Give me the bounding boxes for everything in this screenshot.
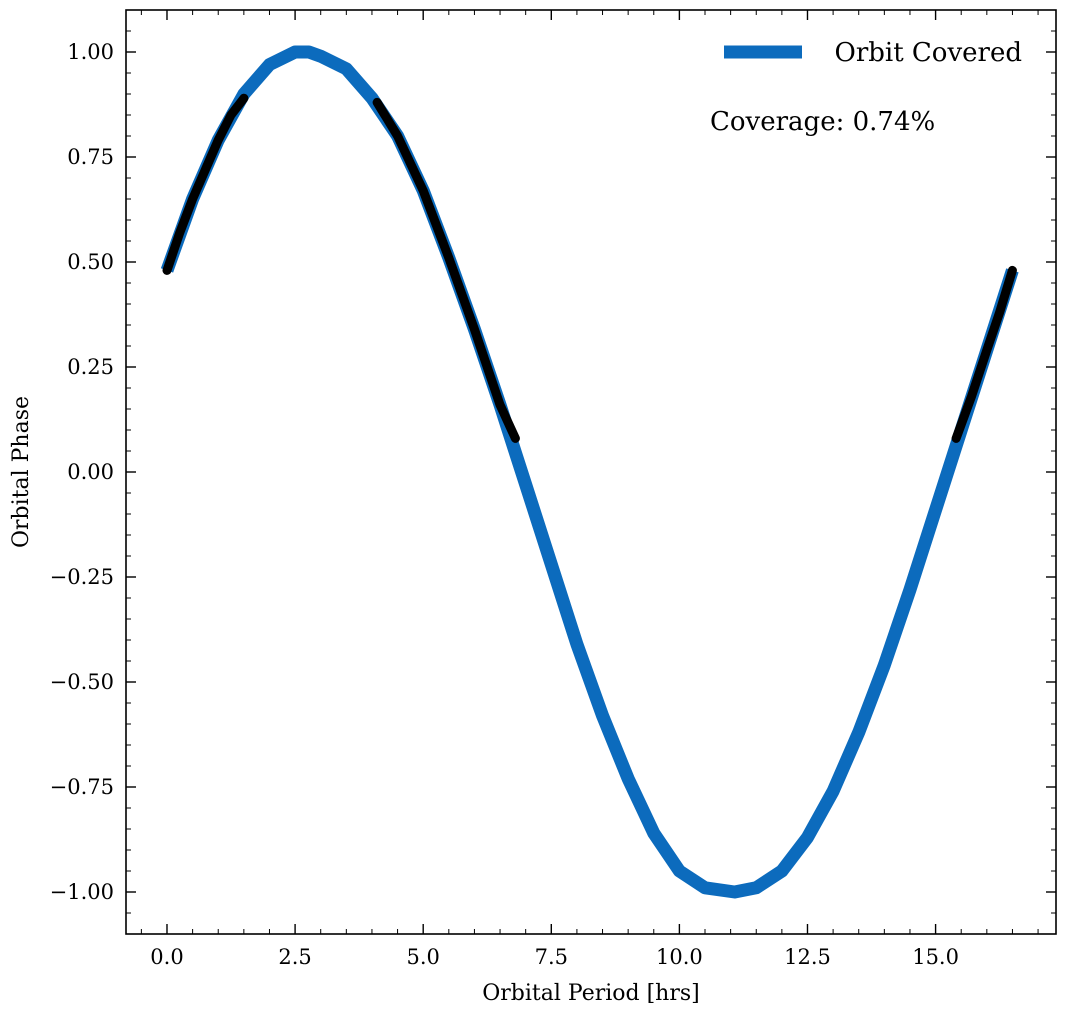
x-tick-label: 2.5	[278, 945, 311, 969]
series-line-orbit-covered	[160, 45, 1019, 899]
x-tick-label: 10.0	[656, 945, 703, 969]
plot-frame	[125, 9, 1057, 935]
y-tick-label: 0.00	[67, 460, 114, 484]
x-tick-label: 5.0	[406, 945, 439, 969]
y-tick-label: −0.50	[50, 670, 114, 694]
coverage-annotation: Coverage: 0.74%	[710, 107, 935, 137]
x-tick-label: 0.0	[150, 945, 183, 969]
y-tick-label: 1.00	[67, 40, 114, 64]
x-tick-label: 7.5	[535, 945, 568, 969]
y-tick-label: −1.00	[50, 880, 114, 904]
y-tick-label: 0.50	[67, 250, 114, 274]
covered-segment-2	[372, 97, 520, 443]
x-tick-label: 12.5	[784, 945, 831, 969]
y-tick-label: 0.75	[67, 145, 114, 169]
ticks-layer: 0.0 2.5 5.0 7.5 10.0 12.5 15.0 1.00 0.75 0.50 0.25…	[50, 9, 1056, 969]
y-axis-title: Orbital Phase	[9, 396, 34, 548]
y-tick-label: 0.25	[67, 355, 114, 379]
covered-segment-3	[951, 265, 1017, 443]
legend: Orbit Covered	[724, 38, 1022, 68]
covered-segment-1	[162, 93, 249, 275]
y-tick-label: −0.75	[50, 775, 114, 799]
x-axis-title: Orbital Period [hrs]	[482, 981, 700, 1006]
legend-label-orbit-covered: Orbit Covered	[835, 38, 1023, 68]
x-tick-label: 15.0	[912, 945, 959, 969]
series-layer	[160, 45, 1019, 899]
y-tick-label: −0.25	[50, 565, 114, 589]
